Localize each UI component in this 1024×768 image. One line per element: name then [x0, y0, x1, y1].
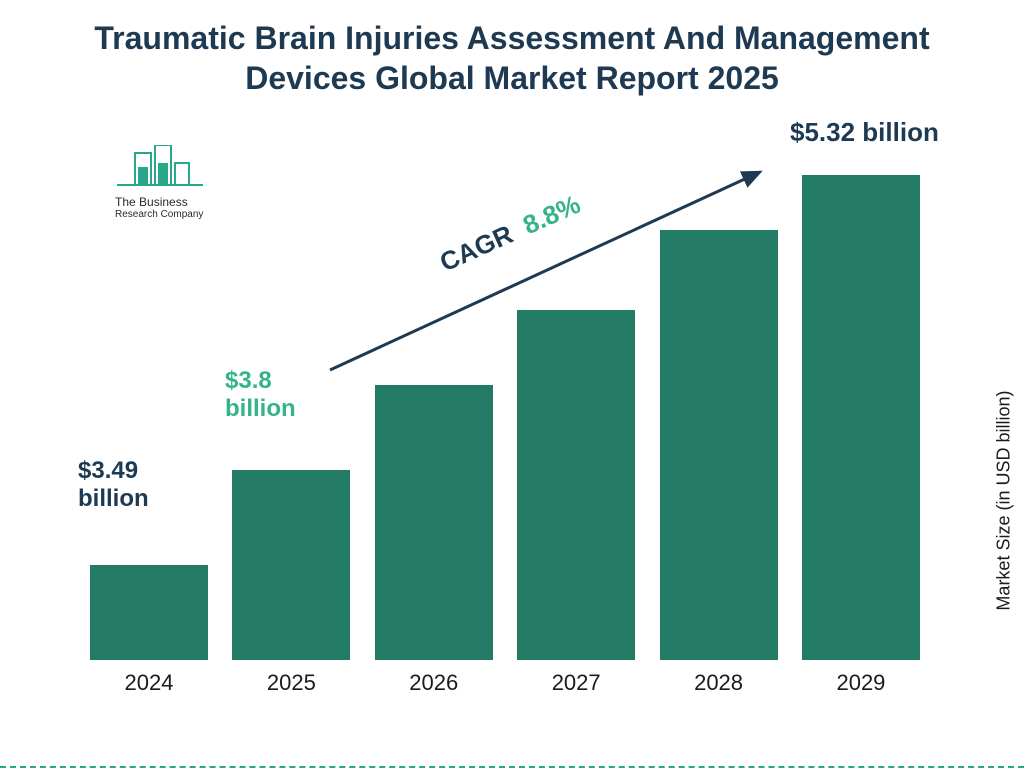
x-label-2027: 2027: [507, 670, 645, 696]
bar-slot-2024: 2024: [80, 565, 218, 660]
bar-slot-2028: 2028: [650, 230, 788, 660]
value-label-2029: $5.32 billion: [790, 118, 939, 148]
x-label-2025: 2025: [222, 670, 360, 696]
bar-2026: [375, 385, 493, 660]
value-2025-unit: billion: [225, 395, 296, 422]
x-label-2026: 2026: [365, 670, 503, 696]
value-2025-amount: $3.8: [225, 367, 272, 394]
value-2024-amount: $3.49: [78, 457, 138, 484]
bar-2024: [90, 565, 208, 660]
x-label-2029: 2029: [792, 670, 930, 696]
value-label-2024: $3.49 billion: [78, 457, 149, 512]
bar-2025: [232, 470, 350, 660]
bar-2027: [517, 310, 635, 660]
bar-2029: [802, 175, 920, 660]
bar-slot-2026: 2026: [365, 385, 503, 660]
value-label-2025: $3.8 billion: [225, 367, 296, 422]
bar-slot-2027: 2027: [507, 310, 645, 660]
value-2029-text: $5.32 billion: [790, 117, 939, 147]
chart-title: Traumatic Brain Injuries Assessment And …: [0, 0, 1024, 98]
y-axis-label: Market Size (in USD billion): [994, 391, 1015, 611]
x-label-2028: 2028: [650, 670, 788, 696]
value-2024-unit: billion: [78, 485, 149, 512]
bar-2028: [660, 230, 778, 660]
bar-slot-2029: 2029: [792, 175, 930, 660]
bar-slot-2025: 2025: [222, 470, 360, 660]
x-label-2024: 2024: [80, 670, 218, 696]
